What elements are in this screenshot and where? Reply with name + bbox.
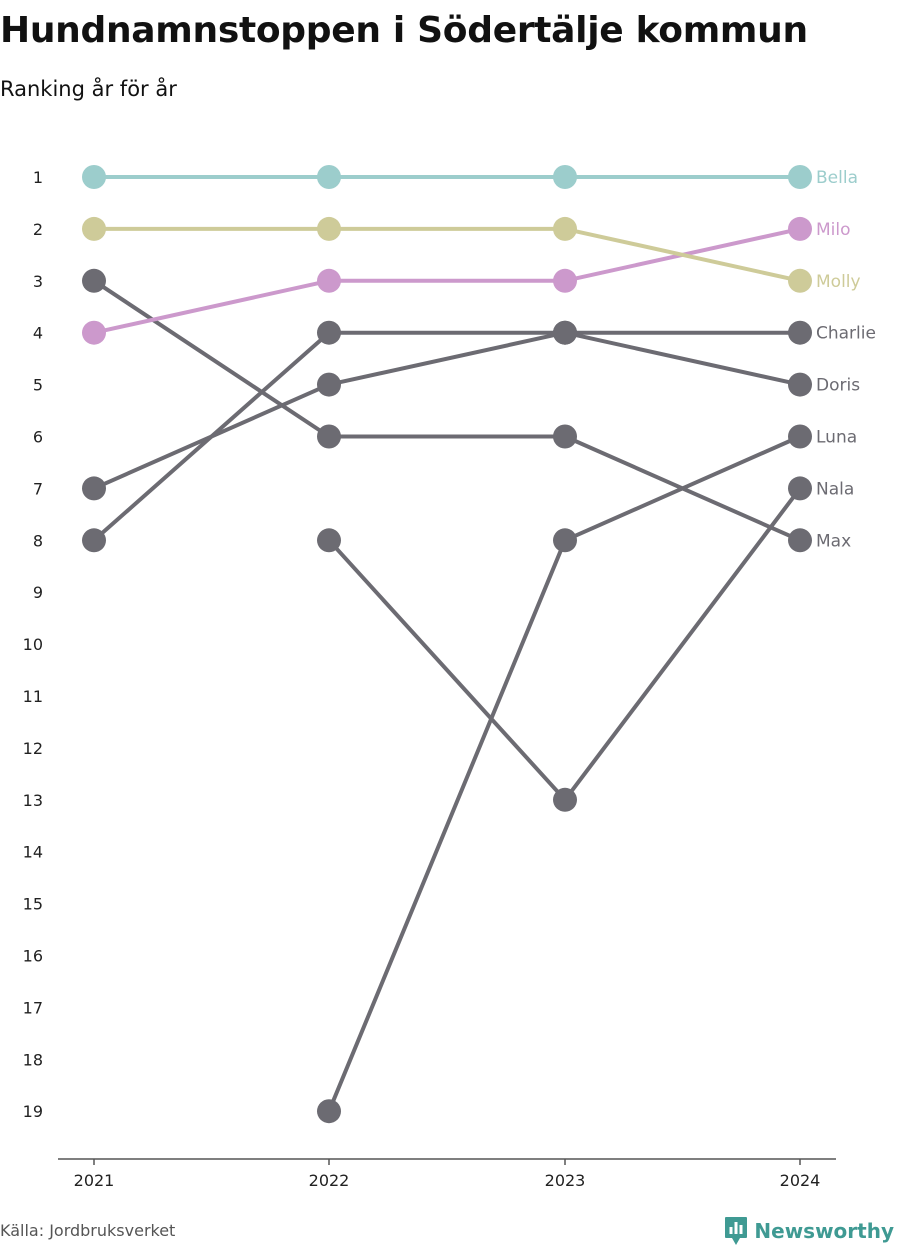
end-label-molly: Molly — [816, 272, 861, 292]
end-label-bella: Bella — [816, 168, 858, 188]
point-molly — [82, 216, 106, 241]
y-tick-label: 18 — [23, 1050, 43, 1069]
x-axis: 2021 2022 2023 2024 — [58, 1158, 836, 1190]
point-doris — [788, 372, 812, 397]
point-molly — [317, 216, 341, 241]
point-nala — [788, 476, 812, 501]
end-label-charlie: Charlie — [816, 324, 876, 344]
point-doris — [317, 372, 341, 397]
point-bella — [788, 165, 812, 189]
x-tick-label: 2023 — [545, 1171, 586, 1190]
y-tick-label: 10 — [23, 635, 43, 654]
point-milo — [553, 268, 577, 293]
chart-subtitle: Ranking år för år — [0, 77, 177, 101]
series-lines — [92, 175, 802, 1114]
y-tick-label: 17 — [23, 998, 43, 1017]
y-tick-label: 4 — [33, 324, 43, 343]
y-tick-label: 3 — [33, 272, 43, 291]
point-milo — [82, 320, 106, 345]
y-tick-label: 13 — [23, 791, 43, 810]
end-label-luna: Luna — [816, 428, 857, 448]
point-luna — [788, 424, 812, 449]
point-doris — [553, 320, 577, 345]
series-points — [82, 165, 812, 1124]
y-tick-label: 5 — [33, 376, 43, 395]
end-label-doris: Doris — [816, 376, 860, 396]
end-label-milo: Milo — [816, 220, 851, 240]
point-luna — [553, 528, 577, 553]
point-milo — [788, 216, 812, 241]
y-tick-label: 14 — [23, 843, 43, 862]
point-max — [553, 424, 577, 449]
point-max — [317, 424, 341, 449]
point-charlie — [788, 320, 812, 345]
y-tick-label: 2 — [33, 220, 43, 239]
newsworthy-icon — [725, 1217, 748, 1245]
point-bella — [553, 165, 577, 189]
series-end-labels: Charlie Doris Luna Nala Max Bella Milo Molly — [816, 168, 876, 551]
chart-title: Hundnamnstoppen i Södertälje kommun — [0, 10, 808, 51]
point-bella — [82, 165, 106, 189]
point-max — [82, 268, 106, 293]
series-line-molly — [92, 226, 802, 283]
x-tick-label: 2024 — [780, 1171, 821, 1190]
point-molly — [553, 216, 577, 241]
point-charlie — [317, 320, 341, 345]
series-line-max — [92, 278, 802, 543]
y-tick-label: 11 — [23, 687, 43, 706]
brand-name: Newsworthy — [754, 1219, 894, 1243]
y-tick-label: 9 — [33, 583, 43, 602]
y-tick-label: 8 — [33, 531, 43, 550]
x-tick-label: 2021 — [74, 1171, 115, 1190]
series-line-milo — [92, 226, 802, 335]
end-label-nala: Nala — [816, 479, 854, 499]
y-tick-label: 12 — [23, 739, 43, 758]
point-max — [788, 528, 812, 553]
point-molly — [788, 268, 812, 293]
series-line-doris — [92, 330, 802, 491]
y-tick-label: 15 — [23, 895, 43, 914]
y-tick-label: 1 — [33, 168, 43, 187]
source-note: Källa: Jordbruksverket — [0, 1221, 176, 1240]
y-tick-label: 16 — [23, 947, 43, 966]
point-nala — [553, 787, 577, 812]
point-charlie — [82, 528, 106, 553]
point-doris — [82, 476, 106, 501]
x-tick-label: 2022 — [309, 1171, 350, 1190]
end-label-max: Max — [816, 531, 851, 551]
y-tick-label: 7 — [33, 479, 43, 498]
brand-logo: Newsworthy — [724, 1216, 894, 1246]
y-tick-label: 6 — [33, 428, 43, 447]
point-milo — [317, 268, 341, 293]
point-luna — [317, 1099, 341, 1124]
point-bella — [317, 165, 341, 189]
y-tick-label: 19 — [23, 1102, 43, 1121]
point-nala — [317, 528, 341, 553]
